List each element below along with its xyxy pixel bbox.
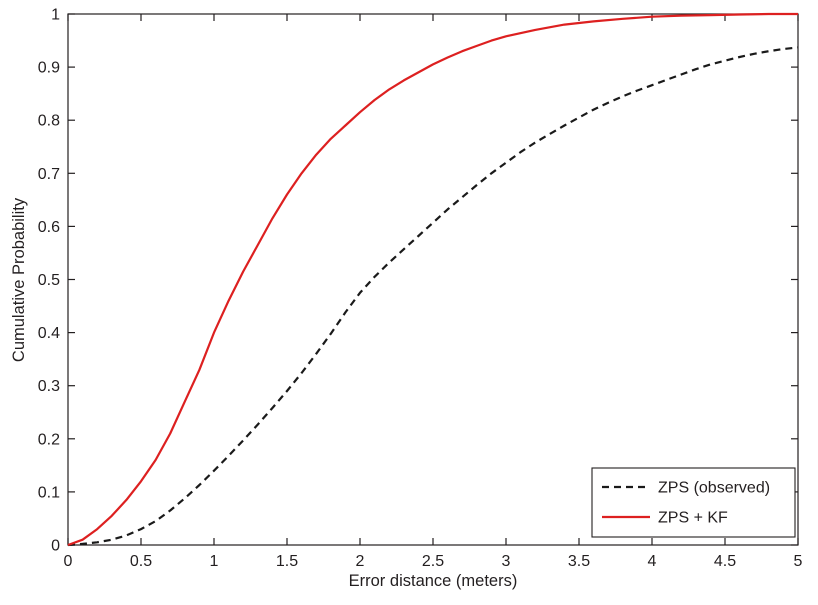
x-tick-label: 2 bbox=[356, 553, 365, 570]
y-tick-label: 1 bbox=[51, 7, 60, 24]
x-tick-label: 0.5 bbox=[130, 553, 152, 570]
plot-background bbox=[68, 14, 798, 545]
y-tick-label: 0.9 bbox=[38, 60, 60, 77]
x-tick-label: 3.5 bbox=[568, 553, 590, 570]
series-line-1 bbox=[67, 12, 798, 547]
plot-layer: 0 0.5 1 1.5 2 2.5 3 3.5 4 4.5 5 0 0.1 0.2 0.3 0.4 0.5 0.6… bbox=[38, 7, 803, 571]
legend-label-0: ZPS (observed) bbox=[658, 480, 770, 497]
x-tick-label: 2.5 bbox=[422, 553, 444, 570]
y-tick-label: 0.4 bbox=[38, 325, 60, 342]
x-axis-label: Error distance (meters) bbox=[349, 572, 518, 590]
y-tick-label: 0.2 bbox=[38, 431, 60, 448]
y-axis-label: Cumulative Probability bbox=[10, 197, 28, 362]
x-tick-label: 0 bbox=[64, 553, 73, 570]
x-tick-label: 3 bbox=[502, 553, 511, 570]
x-tick-label: 5 bbox=[794, 553, 803, 570]
y-tick-label: 0.3 bbox=[38, 378, 60, 395]
x-tick-label: 4 bbox=[648, 553, 657, 570]
y-tick-label: 0 bbox=[51, 538, 60, 555]
series-line-0 bbox=[67, 46, 799, 547]
x-tick-label: 4.5 bbox=[714, 553, 736, 570]
y-tick-label: 0.5 bbox=[38, 272, 60, 289]
x-tick-label: 1.5 bbox=[276, 553, 298, 570]
legend-label-1: ZPS + KF bbox=[658, 510, 728, 527]
y-tick-label: 0.1 bbox=[38, 484, 60, 501]
y-tick-label: 0.7 bbox=[38, 166, 60, 183]
y-tick-label: 0.6 bbox=[38, 219, 60, 236]
legend-box bbox=[591, 467, 796, 538]
x-tick-label: 1 bbox=[210, 553, 219, 570]
y-tick-label: 0.8 bbox=[38, 113, 60, 130]
